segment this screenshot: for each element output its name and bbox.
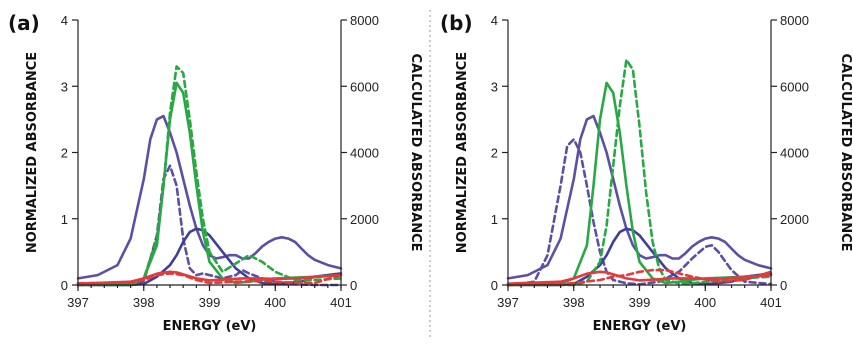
- series-line-1: [76, 114, 343, 280]
- y2-tick-label: 8000: [350, 13, 379, 28]
- x-tick-label: 400: [694, 295, 716, 310]
- x-axis-title: ENERGY (eV): [593, 319, 687, 334]
- y2-tick-label: 4000: [780, 146, 809, 161]
- series-line-5: [506, 58, 773, 287]
- x-tick-label: 401: [330, 295, 352, 310]
- x-tick-label: 401: [760, 295, 782, 310]
- series-line-2: [506, 138, 773, 287]
- y-tick-label: 1: [491, 212, 498, 227]
- x-tick-label: 397: [67, 295, 89, 310]
- series-line-7: [506, 268, 773, 287]
- y-tick-label: 2: [491, 146, 498, 161]
- y2-tick-label: 6000: [350, 79, 379, 94]
- y2-tick-label: 2000: [350, 212, 379, 227]
- x-tick-label: 397: [497, 295, 519, 310]
- y-axis-title: NORMALIZED ABSORBANCE: [25, 52, 40, 253]
- panel-label: (a): [8, 11, 40, 35]
- y2-tick-label: 0: [780, 278, 787, 293]
- x-tick-label: 398: [563, 295, 585, 310]
- y-tick-label: 0: [491, 278, 498, 293]
- series-line-5: [76, 65, 343, 287]
- y-tick-label: 3: [61, 79, 68, 94]
- x-tick-label: 400: [264, 295, 286, 310]
- series-line-6: [76, 270, 343, 285]
- y2-axis-title: CALCULATED ABSORBANCE: [408, 53, 423, 251]
- y2-tick-label: 8000: [780, 13, 809, 28]
- y-tick-label: 0: [61, 278, 68, 293]
- y-tick-label: 1: [61, 212, 68, 227]
- series-line-6: [506, 270, 773, 285]
- y2-tick-label: 6000: [780, 79, 809, 94]
- y2-tick-label: 2000: [780, 212, 809, 227]
- y2-tick-label: 0: [350, 278, 357, 293]
- y-axis-title: NORMALIZED ABSORBANCE: [455, 52, 470, 253]
- y-tick-label: 4: [491, 13, 498, 28]
- x-tick-label: 398: [133, 295, 155, 310]
- series-line-2: [76, 164, 343, 287]
- y2-tick-label: 4000: [350, 146, 379, 161]
- series-line-7: [76, 272, 343, 285]
- x-axis-title: ENERGY (eV): [163, 319, 257, 334]
- x-tick-label: 399: [629, 295, 651, 310]
- y-tick-label: 3: [491, 79, 498, 94]
- y-tick-label: 2: [61, 146, 68, 161]
- y-tick-label: 4: [61, 13, 68, 28]
- series-line-1: [506, 114, 773, 280]
- x-tick-label: 399: [199, 295, 221, 310]
- y2-axis-title: CALCULATED ABSORBANCE: [838, 53, 853, 251]
- panel-label: (b): [440, 11, 473, 35]
